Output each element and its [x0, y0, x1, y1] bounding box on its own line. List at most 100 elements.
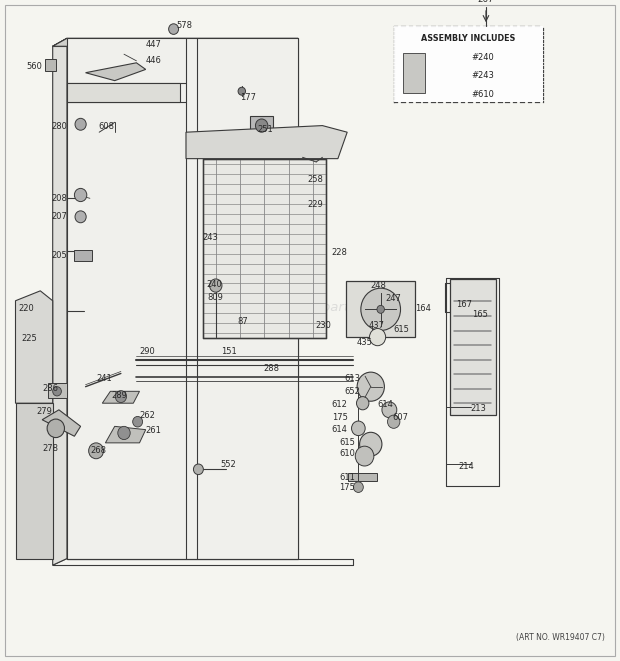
Circle shape [133, 416, 143, 427]
Text: 615: 615 [394, 325, 410, 334]
Text: 446: 446 [146, 56, 162, 65]
Text: 268: 268 [90, 446, 106, 455]
Text: 175: 175 [332, 413, 348, 422]
Text: 240: 240 [206, 280, 222, 289]
Polygon shape [16, 291, 53, 403]
Circle shape [370, 329, 386, 346]
Polygon shape [348, 473, 377, 481]
Polygon shape [16, 403, 53, 559]
Text: 611: 611 [339, 473, 355, 482]
Circle shape [238, 87, 246, 95]
Text: 167: 167 [456, 299, 472, 309]
Text: 614: 614 [332, 425, 348, 434]
Text: 280: 280 [51, 122, 67, 132]
Text: 208: 208 [51, 194, 67, 203]
Text: #240: #240 [472, 53, 494, 62]
Circle shape [193, 464, 203, 475]
Text: #610: #610 [472, 90, 494, 99]
Polygon shape [67, 38, 298, 559]
Text: 247: 247 [386, 294, 402, 303]
Text: 220: 220 [18, 303, 34, 313]
Text: 251: 251 [257, 125, 273, 134]
Text: 229: 229 [307, 200, 323, 210]
Text: 248: 248 [370, 281, 386, 290]
Text: 607: 607 [392, 413, 408, 422]
Polygon shape [53, 38, 298, 46]
Text: #243: #243 [472, 71, 494, 81]
Polygon shape [186, 126, 347, 159]
Text: 552: 552 [220, 459, 236, 469]
Circle shape [388, 415, 400, 428]
Circle shape [53, 387, 61, 396]
Text: 288: 288 [264, 364, 280, 373]
Circle shape [210, 279, 222, 292]
Text: ASSEMBLY INCLUDES: ASSEMBLY INCLUDES [421, 34, 515, 44]
Polygon shape [394, 26, 542, 102]
Text: 578: 578 [177, 20, 193, 30]
Text: ereplacementparts.com: ereplacementparts.com [231, 301, 389, 314]
Text: 560: 560 [26, 61, 42, 71]
Text: 447: 447 [146, 40, 162, 50]
Text: 230: 230 [316, 321, 332, 330]
Text: 610: 610 [339, 449, 355, 458]
Polygon shape [86, 63, 146, 81]
Polygon shape [42, 410, 81, 436]
Circle shape [47, 419, 64, 438]
Polygon shape [346, 281, 415, 337]
Text: 289: 289 [111, 391, 127, 400]
Text: 613: 613 [344, 373, 360, 383]
Circle shape [75, 211, 86, 223]
Circle shape [352, 421, 365, 436]
Polygon shape [105, 426, 146, 443]
Text: 258: 258 [307, 175, 323, 184]
Text: 615: 615 [339, 438, 355, 447]
Circle shape [74, 188, 87, 202]
Text: 290: 290 [140, 347, 156, 356]
Polygon shape [53, 38, 67, 565]
Text: (ART NO. WR19407 C7): (ART NO. WR19407 C7) [516, 633, 604, 642]
Text: 279: 279 [37, 407, 53, 416]
Circle shape [169, 24, 179, 34]
Text: 612: 612 [332, 400, 348, 409]
Text: 608: 608 [99, 122, 115, 132]
Circle shape [377, 305, 384, 313]
Polygon shape [45, 59, 56, 71]
Circle shape [361, 288, 401, 330]
Circle shape [89, 443, 104, 459]
Text: 809: 809 [208, 293, 224, 302]
Circle shape [75, 118, 86, 130]
Polygon shape [74, 250, 92, 261]
Text: 652: 652 [344, 387, 360, 396]
Circle shape [353, 482, 363, 492]
Polygon shape [67, 83, 180, 102]
Polygon shape [450, 279, 496, 415]
Text: 175: 175 [339, 483, 355, 492]
Text: 614: 614 [378, 400, 394, 409]
Circle shape [357, 372, 384, 401]
Text: 165: 165 [472, 310, 489, 319]
Text: 286: 286 [43, 384, 59, 393]
Text: 261: 261 [146, 426, 162, 436]
Text: 164: 164 [415, 303, 431, 313]
Text: 267: 267 [477, 0, 494, 5]
Text: 435: 435 [356, 338, 373, 347]
Text: 151: 151 [221, 347, 237, 356]
Circle shape [356, 397, 369, 410]
Polygon shape [403, 53, 425, 93]
Circle shape [360, 432, 382, 456]
Circle shape [355, 446, 374, 466]
Text: 213: 213 [471, 404, 487, 413]
Text: 262: 262 [140, 410, 156, 420]
Text: 243: 243 [203, 233, 219, 243]
Text: 241: 241 [96, 373, 112, 383]
Circle shape [255, 119, 268, 132]
Circle shape [115, 391, 126, 403]
Text: 228: 228 [332, 248, 348, 257]
Circle shape [118, 426, 130, 440]
Circle shape [382, 402, 397, 418]
Text: 225: 225 [22, 334, 38, 343]
Polygon shape [48, 383, 67, 398]
Text: 437: 437 [369, 321, 385, 330]
Text: 207: 207 [51, 212, 67, 221]
Text: 177: 177 [240, 93, 256, 102]
